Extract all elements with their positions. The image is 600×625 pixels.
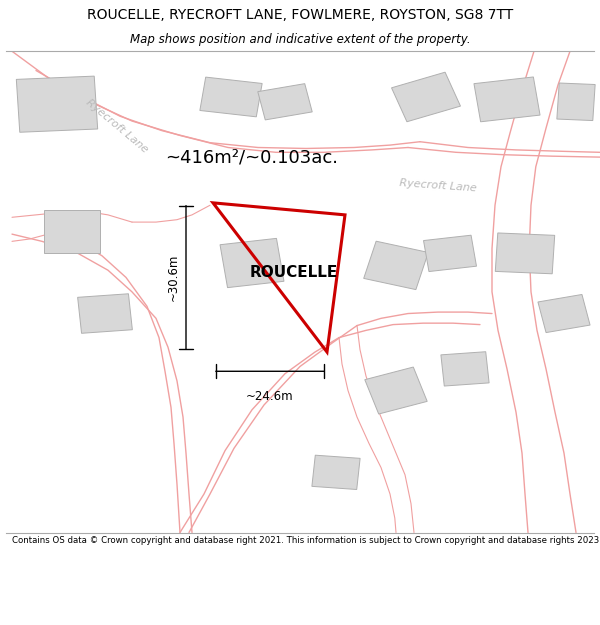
Polygon shape: [495, 233, 555, 274]
Text: ~30.6m: ~30.6m: [166, 254, 179, 301]
Polygon shape: [474, 77, 540, 122]
Text: ~416m²/~0.103ac.: ~416m²/~0.103ac.: [165, 148, 338, 166]
Text: Contains OS data © Crown copyright and database right 2021. This information is : Contains OS data © Crown copyright and d…: [12, 536, 600, 544]
Text: ROUCELLE: ROUCELLE: [250, 265, 338, 280]
Polygon shape: [392, 72, 460, 122]
Text: Map shows position and indicative extent of the property.: Map shows position and indicative extent…: [130, 34, 470, 46]
Polygon shape: [424, 235, 476, 271]
Polygon shape: [538, 294, 590, 333]
Polygon shape: [200, 77, 262, 117]
Text: Ryecroft Lane: Ryecroft Lane: [399, 178, 477, 194]
Polygon shape: [220, 238, 284, 288]
Polygon shape: [441, 352, 489, 386]
Text: ROUCELLE, RYECROFT LANE, FOWLMERE, ROYSTON, SG8 7TT: ROUCELLE, RYECROFT LANE, FOWLMERE, ROYST…: [87, 8, 513, 22]
Polygon shape: [16, 76, 98, 132]
Polygon shape: [365, 367, 427, 414]
Polygon shape: [312, 455, 360, 489]
Polygon shape: [557, 83, 595, 121]
Polygon shape: [77, 294, 133, 333]
Polygon shape: [258, 84, 312, 120]
Text: Ryecroft Lane: Ryecroft Lane: [84, 97, 150, 154]
Polygon shape: [44, 210, 100, 253]
Text: ~24.6m: ~24.6m: [246, 389, 294, 402]
Polygon shape: [364, 241, 428, 289]
